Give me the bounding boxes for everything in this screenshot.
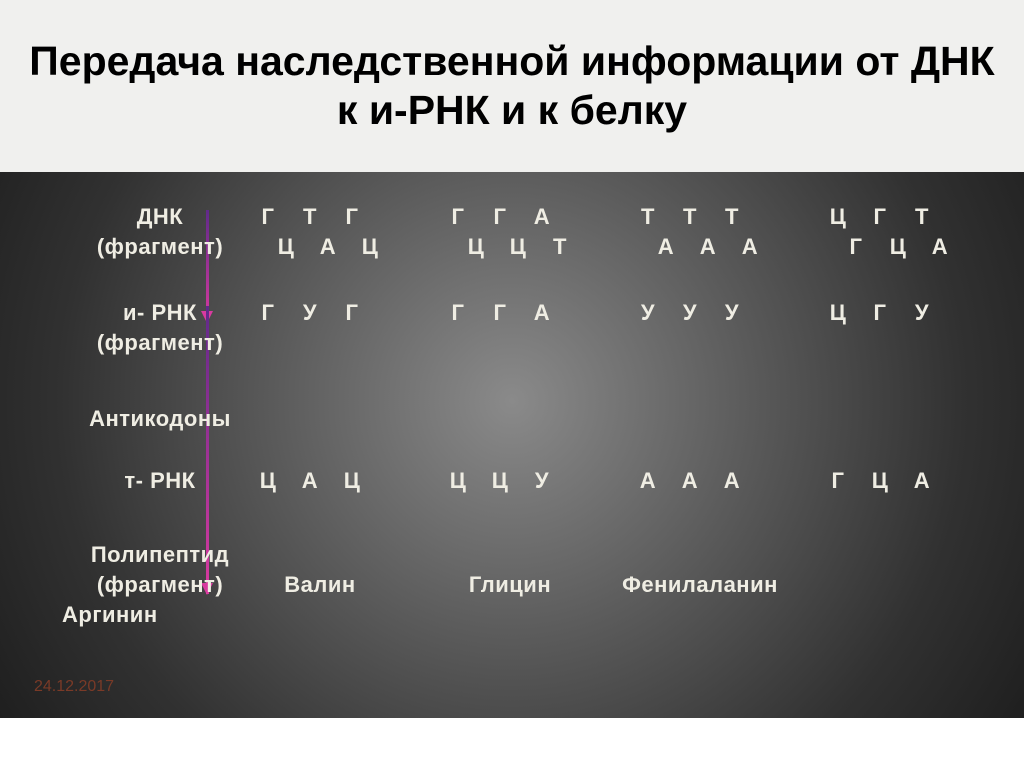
amino-acid-0: Валин bbox=[240, 572, 400, 598]
slide-date: 24.12.2017 bbox=[34, 678, 114, 696]
mrna-codon-1: ГГА bbox=[420, 300, 580, 326]
amino-acid-2: Фенилаланин bbox=[620, 572, 780, 598]
dna-bot-codon-3: ГЦА bbox=[818, 234, 978, 260]
content-area: ДНК ГТГ ГГА ТТТ ЦГТ (фрагмент) ЦАЦ ЦЦТ А… bbox=[0, 172, 1024, 718]
trna-codon-1: ЦЦУ bbox=[420, 468, 580, 494]
dna-top-codon-2: ТТТ bbox=[610, 204, 770, 230]
trna-codon-3: ГЦА bbox=[800, 468, 960, 494]
amino-acid-3: Аргинин bbox=[62, 602, 222, 628]
title-band: Передача наследственной информации от ДН… bbox=[0, 0, 1024, 172]
label-dna: ДНК bbox=[80, 204, 240, 230]
dna-bot-codon-1: ЦЦТ bbox=[438, 234, 598, 260]
mrna-codon-2: УУУ bbox=[610, 300, 770, 326]
trna-codon-2: ААА bbox=[610, 468, 770, 494]
label-anticodons: Антикодоны bbox=[80, 406, 240, 432]
mrna-codon-3: ЦГУ bbox=[800, 300, 960, 326]
slide-title: Передача наследственной информации от ДН… bbox=[0, 37, 1024, 135]
dna-bot-codon-0: ЦАЦ bbox=[248, 234, 408, 260]
dna-top-codon-3: ЦГТ bbox=[800, 204, 960, 230]
label-trna: т- РНК bbox=[80, 468, 240, 494]
dna-bot-codon-2: ААА bbox=[628, 234, 788, 260]
label-dna-fragment: (фрагмент) bbox=[80, 234, 240, 260]
label-mrna-fragment: (фрагмент) bbox=[80, 330, 240, 356]
mrna-codon-0: ГУГ bbox=[230, 300, 390, 326]
amino-acid-1: Глицин bbox=[430, 572, 590, 598]
dna-top-codon-0: ГТГ bbox=[230, 204, 390, 230]
label-mrna: и- РНК bbox=[80, 300, 240, 326]
label-polypeptide-fragment: (фрагмент) bbox=[80, 572, 240, 598]
label-polypeptide: Полипептид bbox=[80, 542, 240, 568]
trna-codon-0: ЦАЦ bbox=[230, 468, 390, 494]
dna-top-codon-1: ГГА bbox=[420, 204, 580, 230]
